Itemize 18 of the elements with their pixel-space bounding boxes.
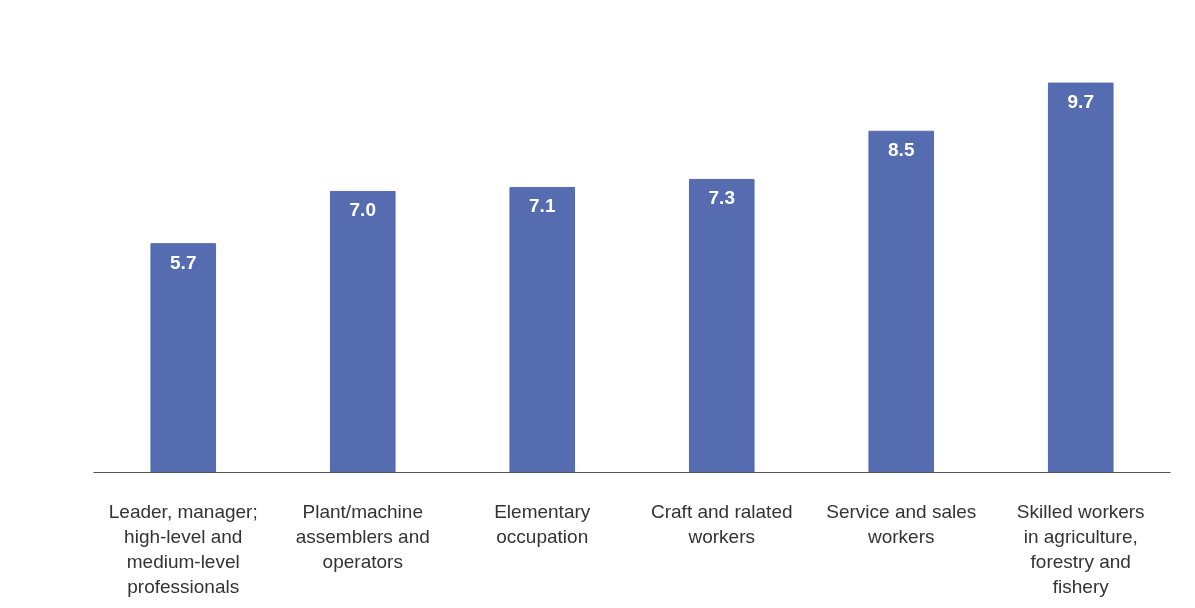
x-tick-label: Elementary occupation	[494, 500, 591, 547]
bar	[868, 130, 935, 473]
bar	[688, 178, 755, 473]
data-label: 9.7	[1067, 91, 1094, 113]
x-tick-label: Craft and ralated workers	[650, 500, 793, 547]
bar	[150, 243, 217, 473]
bar	[509, 186, 576, 473]
bar	[329, 190, 396, 473]
data-label: 8.5	[888, 139, 915, 161]
data-label: 7.0	[349, 199, 376, 221]
x-tick-label: Skilled workers in agriculture, forestry and fishery	[1016, 500, 1145, 598]
data-label: 7.1	[529, 195, 556, 217]
data-label: 7.3	[708, 187, 735, 209]
x-tick-label: Service and sales workers	[826, 500, 977, 547]
x-tick-label: Plant/machine assemblers and operators	[295, 500, 430, 572]
x-tick-label: Leader, manager; high-level and medium-level professionals	[108, 500, 258, 598]
data-label: 5.7	[170, 251, 197, 273]
bar	[1047, 82, 1114, 473]
